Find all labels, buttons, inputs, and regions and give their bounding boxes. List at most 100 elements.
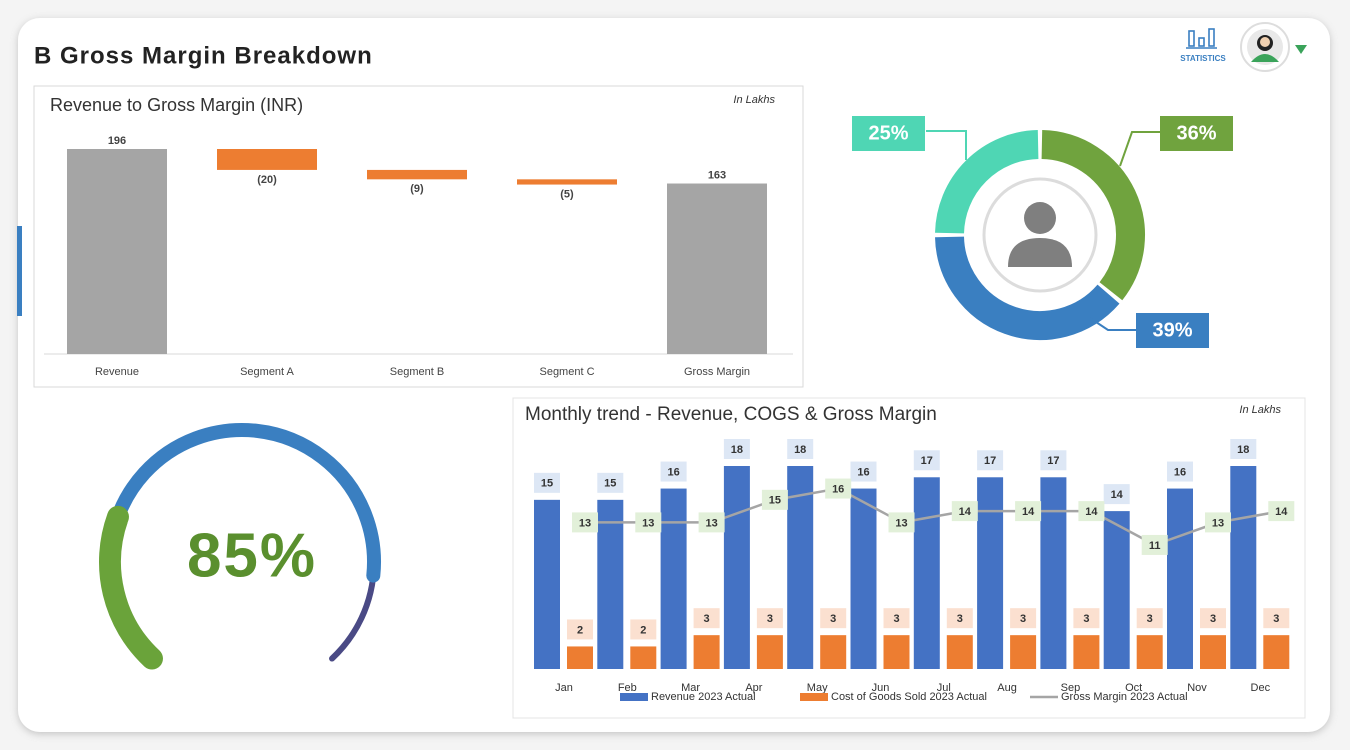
- bar: [756, 635, 783, 669]
- decrease-bar: [367, 169, 467, 180]
- label-box: [1200, 608, 1226, 629]
- category-label: Apr: [745, 682, 762, 694]
- legend-swatch: [620, 693, 648, 701]
- value-label: 13: [705, 517, 717, 529]
- leader-line: [1089, 317, 1136, 331]
- value-label: 15: [604, 478, 616, 490]
- value-label: (20): [257, 174, 277, 186]
- label-box: [534, 472, 560, 493]
- value-label: 3: [767, 613, 773, 625]
- label-box: [693, 608, 720, 629]
- label-box: [850, 461, 877, 482]
- value-label: 16: [667, 466, 679, 478]
- bar: [850, 488, 877, 669]
- label-box: [1268, 501, 1295, 522]
- value-label: (5): [560, 188, 574, 200]
- label-box: [825, 478, 852, 499]
- value-label: 36%: [1176, 122, 1216, 144]
- decrease-bar: [517, 179, 617, 185]
- value-label: 16: [832, 483, 844, 495]
- label-box: [852, 116, 925, 151]
- category-label: Oct: [1125, 682, 1142, 694]
- value-label: 18: [731, 444, 743, 456]
- bar: [1103, 511, 1130, 669]
- value-label: 13: [895, 517, 907, 529]
- value-label: 15: [769, 495, 781, 507]
- category-label: Jul: [937, 682, 951, 694]
- value-label: 14: [959, 506, 972, 518]
- category-label: May: [807, 682, 828, 694]
- gauge-label: 85%: [187, 521, 317, 590]
- label-box: [977, 450, 1004, 471]
- value-label: 13: [642, 517, 654, 529]
- label-box: [1040, 450, 1067, 471]
- label-box: [660, 461, 687, 482]
- label-box: [723, 439, 750, 459]
- total-bar: [67, 149, 167, 354]
- category-label: Aug: [997, 682, 1017, 694]
- statistics-label: STATISTICS: [1180, 54, 1226, 63]
- value-label: 163: [708, 169, 726, 181]
- statistics-button[interactable]: STATISTICS: [1180, 28, 1226, 63]
- value-label: 16: [1174, 466, 1186, 478]
- legend-label: Cost of Goods Sold 2023 Actual: [831, 691, 987, 703]
- bar: [597, 499, 624, 669]
- page-title: B Gross Margin Breakdown: [34, 42, 373, 69]
- user-avatar[interactable]: [1240, 22, 1307, 72]
- value-label: 13: [1212, 517, 1224, 529]
- value-label: 14: [1022, 506, 1035, 518]
- value-label: 3: [1147, 613, 1153, 625]
- label-box: [1073, 608, 1100, 629]
- side-accent: [17, 226, 22, 316]
- bar: [946, 635, 973, 669]
- value-label: 16: [857, 466, 869, 478]
- value-label: 25%: [868, 122, 908, 144]
- value-label: 18: [1237, 444, 1249, 456]
- label-box: [1103, 484, 1130, 505]
- value-label: 2: [577, 624, 583, 636]
- label-box: [761, 489, 788, 510]
- label-box: [635, 512, 662, 533]
- category-label: Feb: [618, 682, 637, 694]
- label-box: [1205, 512, 1231, 533]
- bar: [630, 646, 657, 669]
- label-box: [567, 619, 593, 640]
- label-box: [946, 608, 973, 629]
- unit-note: In Lakhs: [733, 94, 775, 106]
- bar: [913, 477, 940, 669]
- label-box: [1160, 116, 1233, 151]
- category-label: Nov: [1187, 682, 1207, 694]
- category-label: Segment B: [390, 366, 444, 378]
- label-box: [787, 439, 814, 459]
- value-label: 17: [1047, 455, 1059, 467]
- value-label: 15: [541, 478, 553, 490]
- category-label: Dec: [1251, 682, 1271, 694]
- value-label: 14: [1085, 506, 1098, 518]
- bar: [1073, 635, 1100, 669]
- label-box: [951, 501, 978, 522]
- bar: [1167, 488, 1193, 669]
- bar: [1136, 635, 1163, 669]
- label-box: [597, 472, 624, 493]
- value-label: 3: [1210, 613, 1216, 625]
- legend-swatch: [800, 693, 828, 701]
- value-label: 196: [108, 135, 126, 147]
- label-box: [572, 512, 598, 533]
- bar: [1010, 635, 1037, 669]
- bar: [660, 488, 687, 669]
- legend-label: Gross Margin 2023 Actual: [1061, 691, 1188, 703]
- category-label: Revenue: [95, 366, 139, 378]
- bar: [1040, 477, 1067, 669]
- value-label: 2: [640, 624, 646, 636]
- value-label: 3: [893, 613, 899, 625]
- value-label: 18: [794, 444, 806, 456]
- label-box: [883, 608, 910, 629]
- bar: [883, 635, 910, 669]
- chart-title: Monthly trend - Revenue, COGS & Gross Ma…: [525, 404, 937, 425]
- value-label: (9): [410, 183, 424, 195]
- donut-slice: [935, 236, 1120, 340]
- person-body: [1008, 238, 1072, 267]
- label-box: [1230, 439, 1257, 459]
- value-label: 3: [704, 613, 710, 625]
